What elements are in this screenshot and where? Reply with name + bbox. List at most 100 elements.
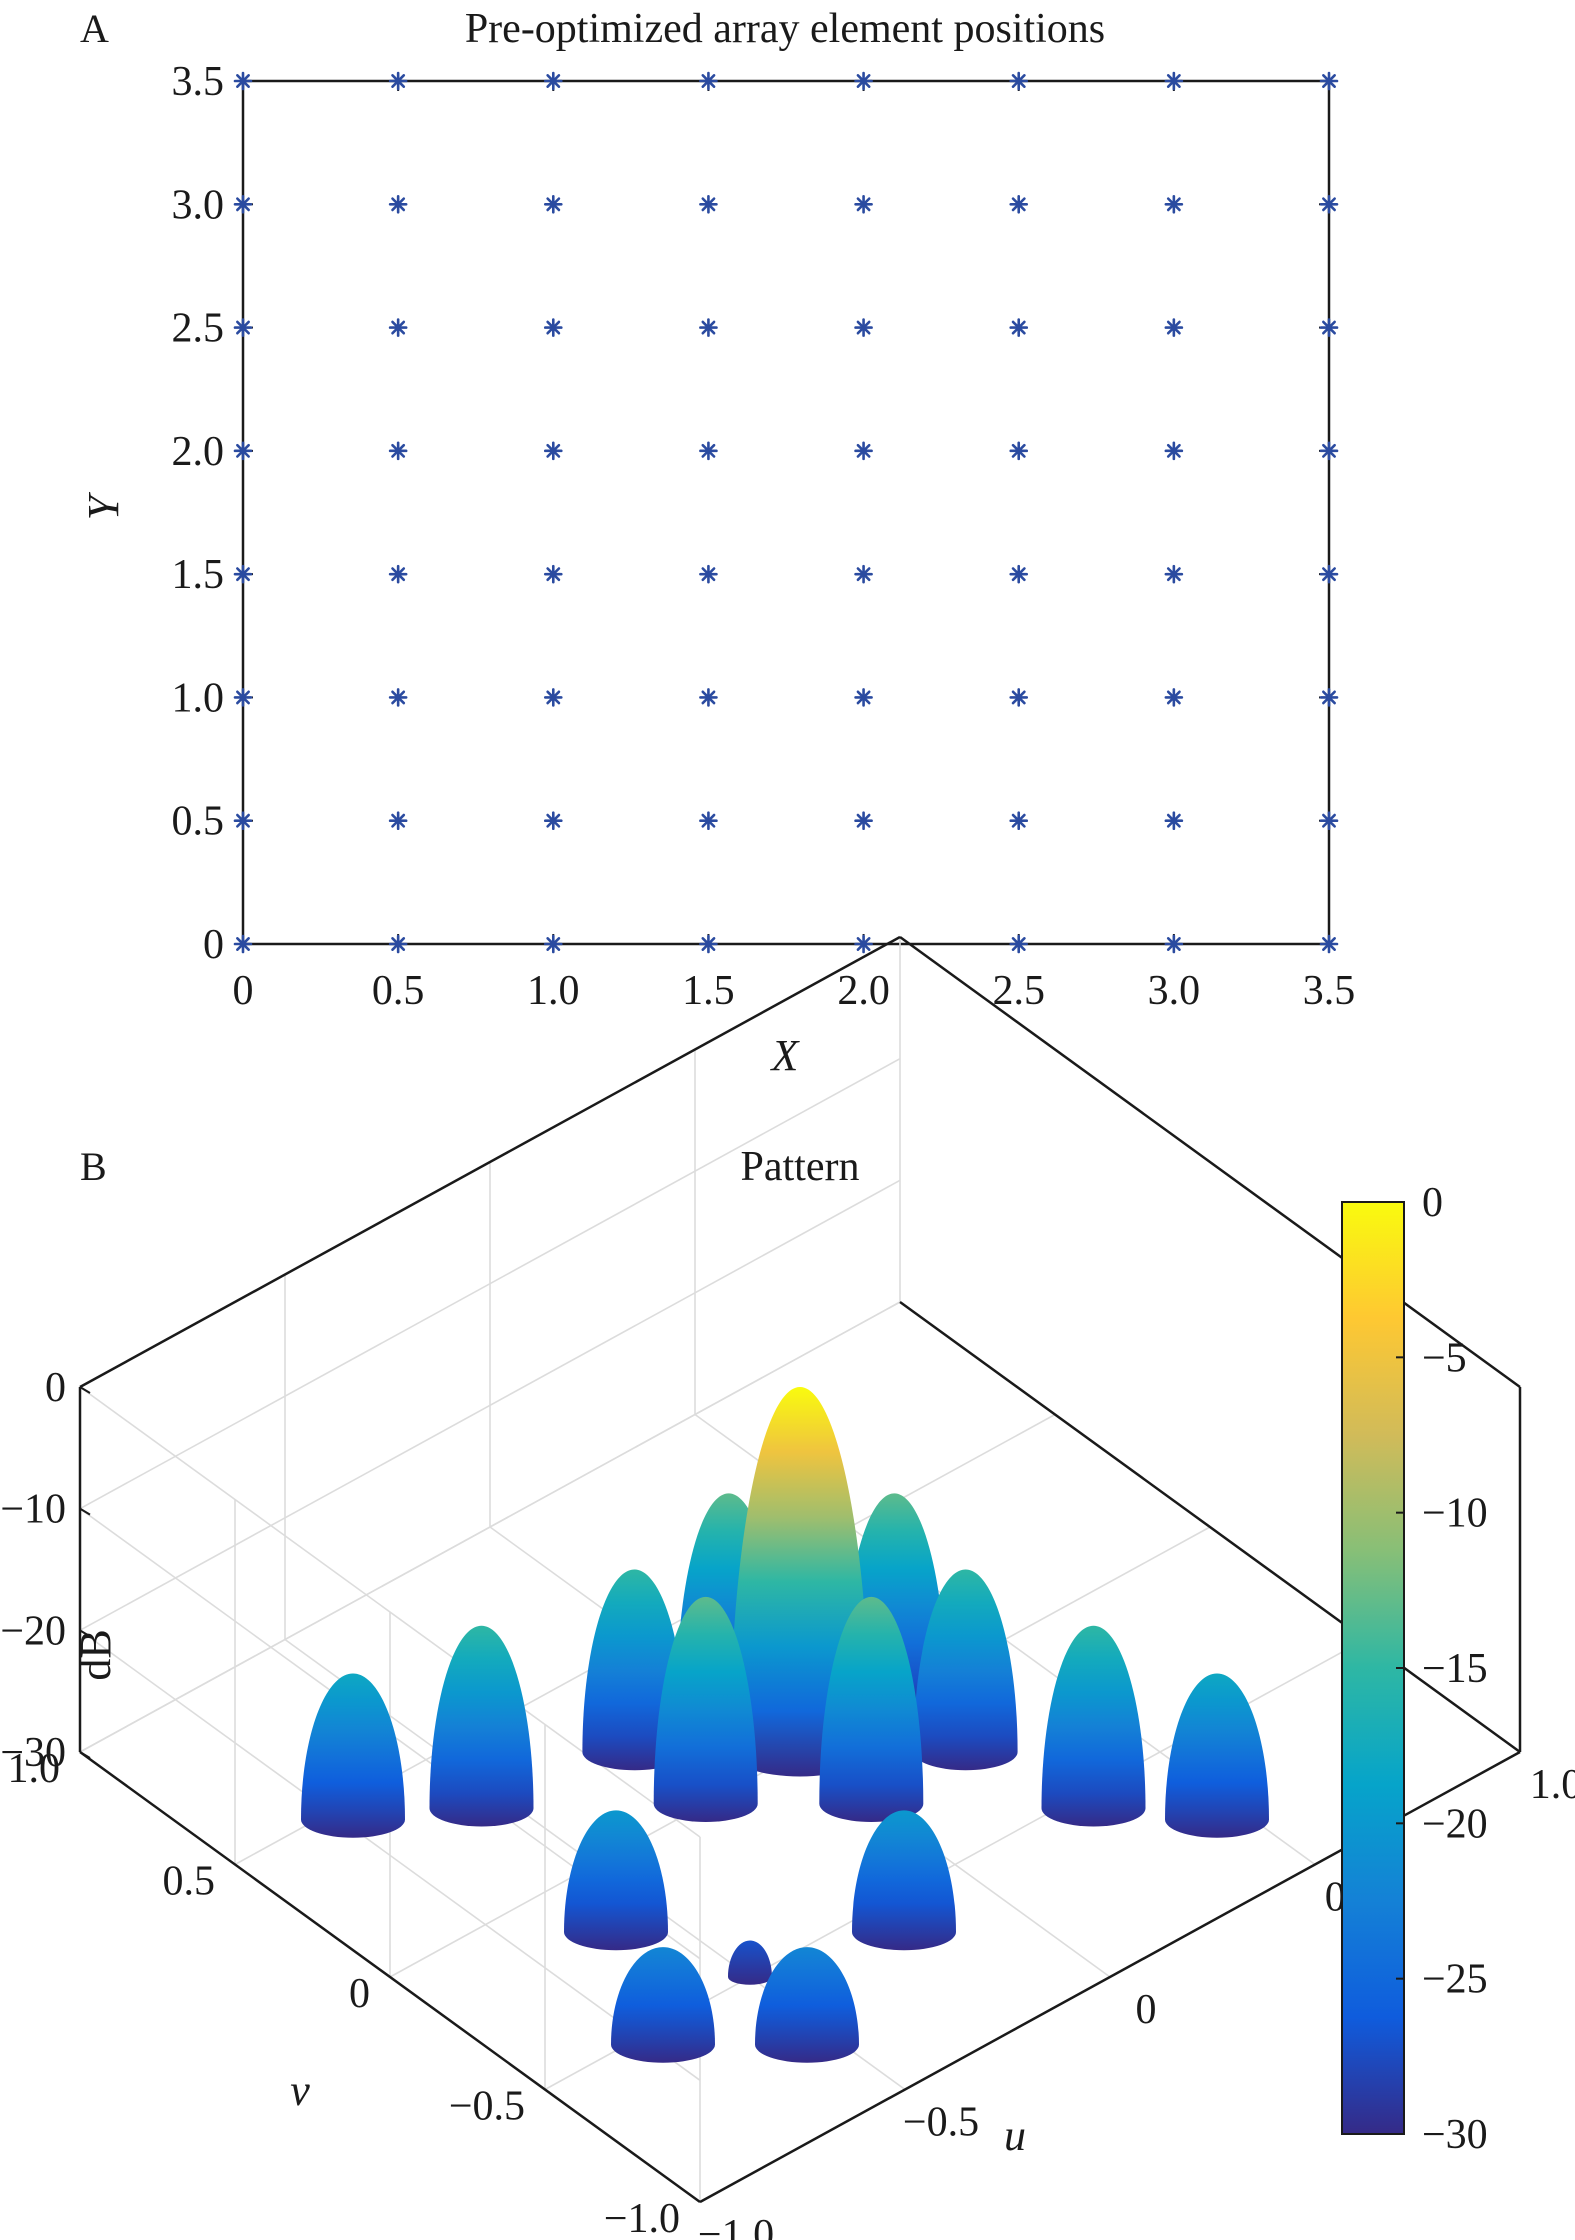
data-point xyxy=(543,318,563,337)
data-point xyxy=(1164,318,1184,337)
data-point xyxy=(1009,318,1029,337)
panel-a-tick-marks xyxy=(242,80,1330,945)
panel-b-z-axis-label: dB xyxy=(71,1629,120,1680)
v-tick-label: 1.0 xyxy=(8,1746,61,1792)
surface-lobe xyxy=(819,1596,924,1822)
data-point xyxy=(1164,934,1184,954)
data-point xyxy=(388,318,408,337)
surface-lobe xyxy=(1165,1673,1269,1838)
u-tick-label: 1.0 xyxy=(1530,1762,1575,1808)
axis-edge xyxy=(899,935,1521,1389)
data-point xyxy=(233,441,253,461)
axis-edge xyxy=(79,1750,701,2204)
data-point xyxy=(699,811,718,831)
data-point xyxy=(1164,441,1184,461)
surface-lobe xyxy=(728,1940,772,1985)
x-tick-label: 0 xyxy=(233,968,254,1014)
surface-lobe xyxy=(301,1673,405,1838)
axis-edge xyxy=(899,1300,1521,1754)
back-wall-grid-horizontal xyxy=(79,1629,701,2081)
panel-a-x-axis-label: X xyxy=(770,1031,801,1080)
data-point xyxy=(543,441,563,461)
data-point xyxy=(1164,688,1184,707)
data-point xyxy=(388,194,408,214)
v-tick-label: 0 xyxy=(349,1971,370,2017)
data-point xyxy=(1319,71,1339,91)
data-point xyxy=(543,688,563,707)
y-tick-label: 2.5 xyxy=(172,306,225,352)
panel-a-x-tick-labels: 0 0.5 1.0 1.5 2.0 2.5 3.0 3.5 xyxy=(233,968,1356,1014)
data-point xyxy=(388,441,408,461)
data-point xyxy=(1009,564,1029,584)
data-point xyxy=(1319,441,1339,461)
panel-b-colorbar: 0 −5 −10 −15 −20 −25 −30 xyxy=(1341,1180,1488,2158)
panel-a-label: A xyxy=(80,6,109,51)
data-point xyxy=(1164,564,1184,584)
data-point xyxy=(854,318,873,337)
panel-b-title: Pattern xyxy=(741,1144,860,1190)
y-tick-label: 0.5 xyxy=(172,799,225,845)
data-point xyxy=(1009,194,1029,214)
z-tick-label: −30 xyxy=(0,1730,66,1776)
z-tick-mark xyxy=(79,1507,91,1516)
data-point xyxy=(233,318,253,337)
panel-a-y-axis-label: Y xyxy=(79,491,128,520)
surface-lobe xyxy=(852,1810,956,1951)
y-tick-label: 3.5 xyxy=(172,59,225,105)
u-tick-label: 0 xyxy=(1136,1987,1157,2033)
data-point xyxy=(1319,194,1339,214)
panel-a-plot-frame xyxy=(241,79,1331,946)
surface-lobe xyxy=(653,1596,758,1822)
u-tick-label: −1.0 xyxy=(698,2212,774,2240)
data-point xyxy=(699,441,718,461)
data-point xyxy=(854,441,873,461)
colorbar-tick-label: −20 xyxy=(1422,1801,1488,1847)
data-point xyxy=(543,811,563,831)
x-tick-label: 3.5 xyxy=(1303,968,1356,1014)
x-tick-label: 2.0 xyxy=(837,968,890,1014)
data-point xyxy=(233,194,253,214)
x-tick-label: 1.5 xyxy=(682,968,735,1014)
data-point xyxy=(388,811,408,831)
data-point xyxy=(233,811,253,831)
data-point xyxy=(699,688,718,707)
data-point xyxy=(1009,811,1029,831)
data-point xyxy=(233,934,253,954)
panel-b-v-axis-label: v xyxy=(290,2066,310,2115)
colorbar-tick-label: −30 xyxy=(1422,2112,1488,2158)
data-point xyxy=(543,564,563,584)
x-tick-label: 0.5 xyxy=(372,968,425,1014)
surface-lobe xyxy=(755,1947,859,2063)
v-tick-label: −0.5 xyxy=(449,2084,525,2130)
data-point xyxy=(388,564,408,584)
surface-lobe xyxy=(429,1625,534,1827)
side-wall-grid-horizontal xyxy=(79,1301,901,1753)
data-point xyxy=(233,564,253,584)
data-point xyxy=(543,934,563,954)
axis-edge xyxy=(79,935,901,1389)
side-wall-grid-horizontal xyxy=(79,1179,901,1632)
data-point xyxy=(543,71,563,91)
data-point xyxy=(1319,934,1339,954)
v-tick-label: 0.5 xyxy=(163,1859,216,1905)
data-point xyxy=(699,564,718,584)
panel-a: A Pre-optimized array element positions … xyxy=(79,6,1355,1080)
data-point xyxy=(388,688,408,707)
y-tick-label: 2.0 xyxy=(172,429,225,475)
data-point xyxy=(854,688,873,707)
x-tick-label: 1.0 xyxy=(527,968,580,1014)
data-point xyxy=(233,688,253,707)
data-point xyxy=(1319,318,1339,337)
data-point xyxy=(1164,71,1184,91)
v-tick-label: −1.0 xyxy=(604,2196,680,2240)
surface-lobe xyxy=(1041,1625,1146,1827)
z-tick-label: −10 xyxy=(0,1487,66,1533)
x-tick-label: 3.0 xyxy=(1148,968,1201,1014)
z-tick-mark xyxy=(79,1629,91,1638)
data-point xyxy=(1319,564,1339,584)
data-point xyxy=(699,194,718,214)
colorbar-gradient xyxy=(1341,1201,1405,2135)
colorbar-tick-label: −15 xyxy=(1422,1646,1488,1692)
data-point xyxy=(699,318,718,337)
z-tick-label: 0 xyxy=(45,1365,66,1411)
